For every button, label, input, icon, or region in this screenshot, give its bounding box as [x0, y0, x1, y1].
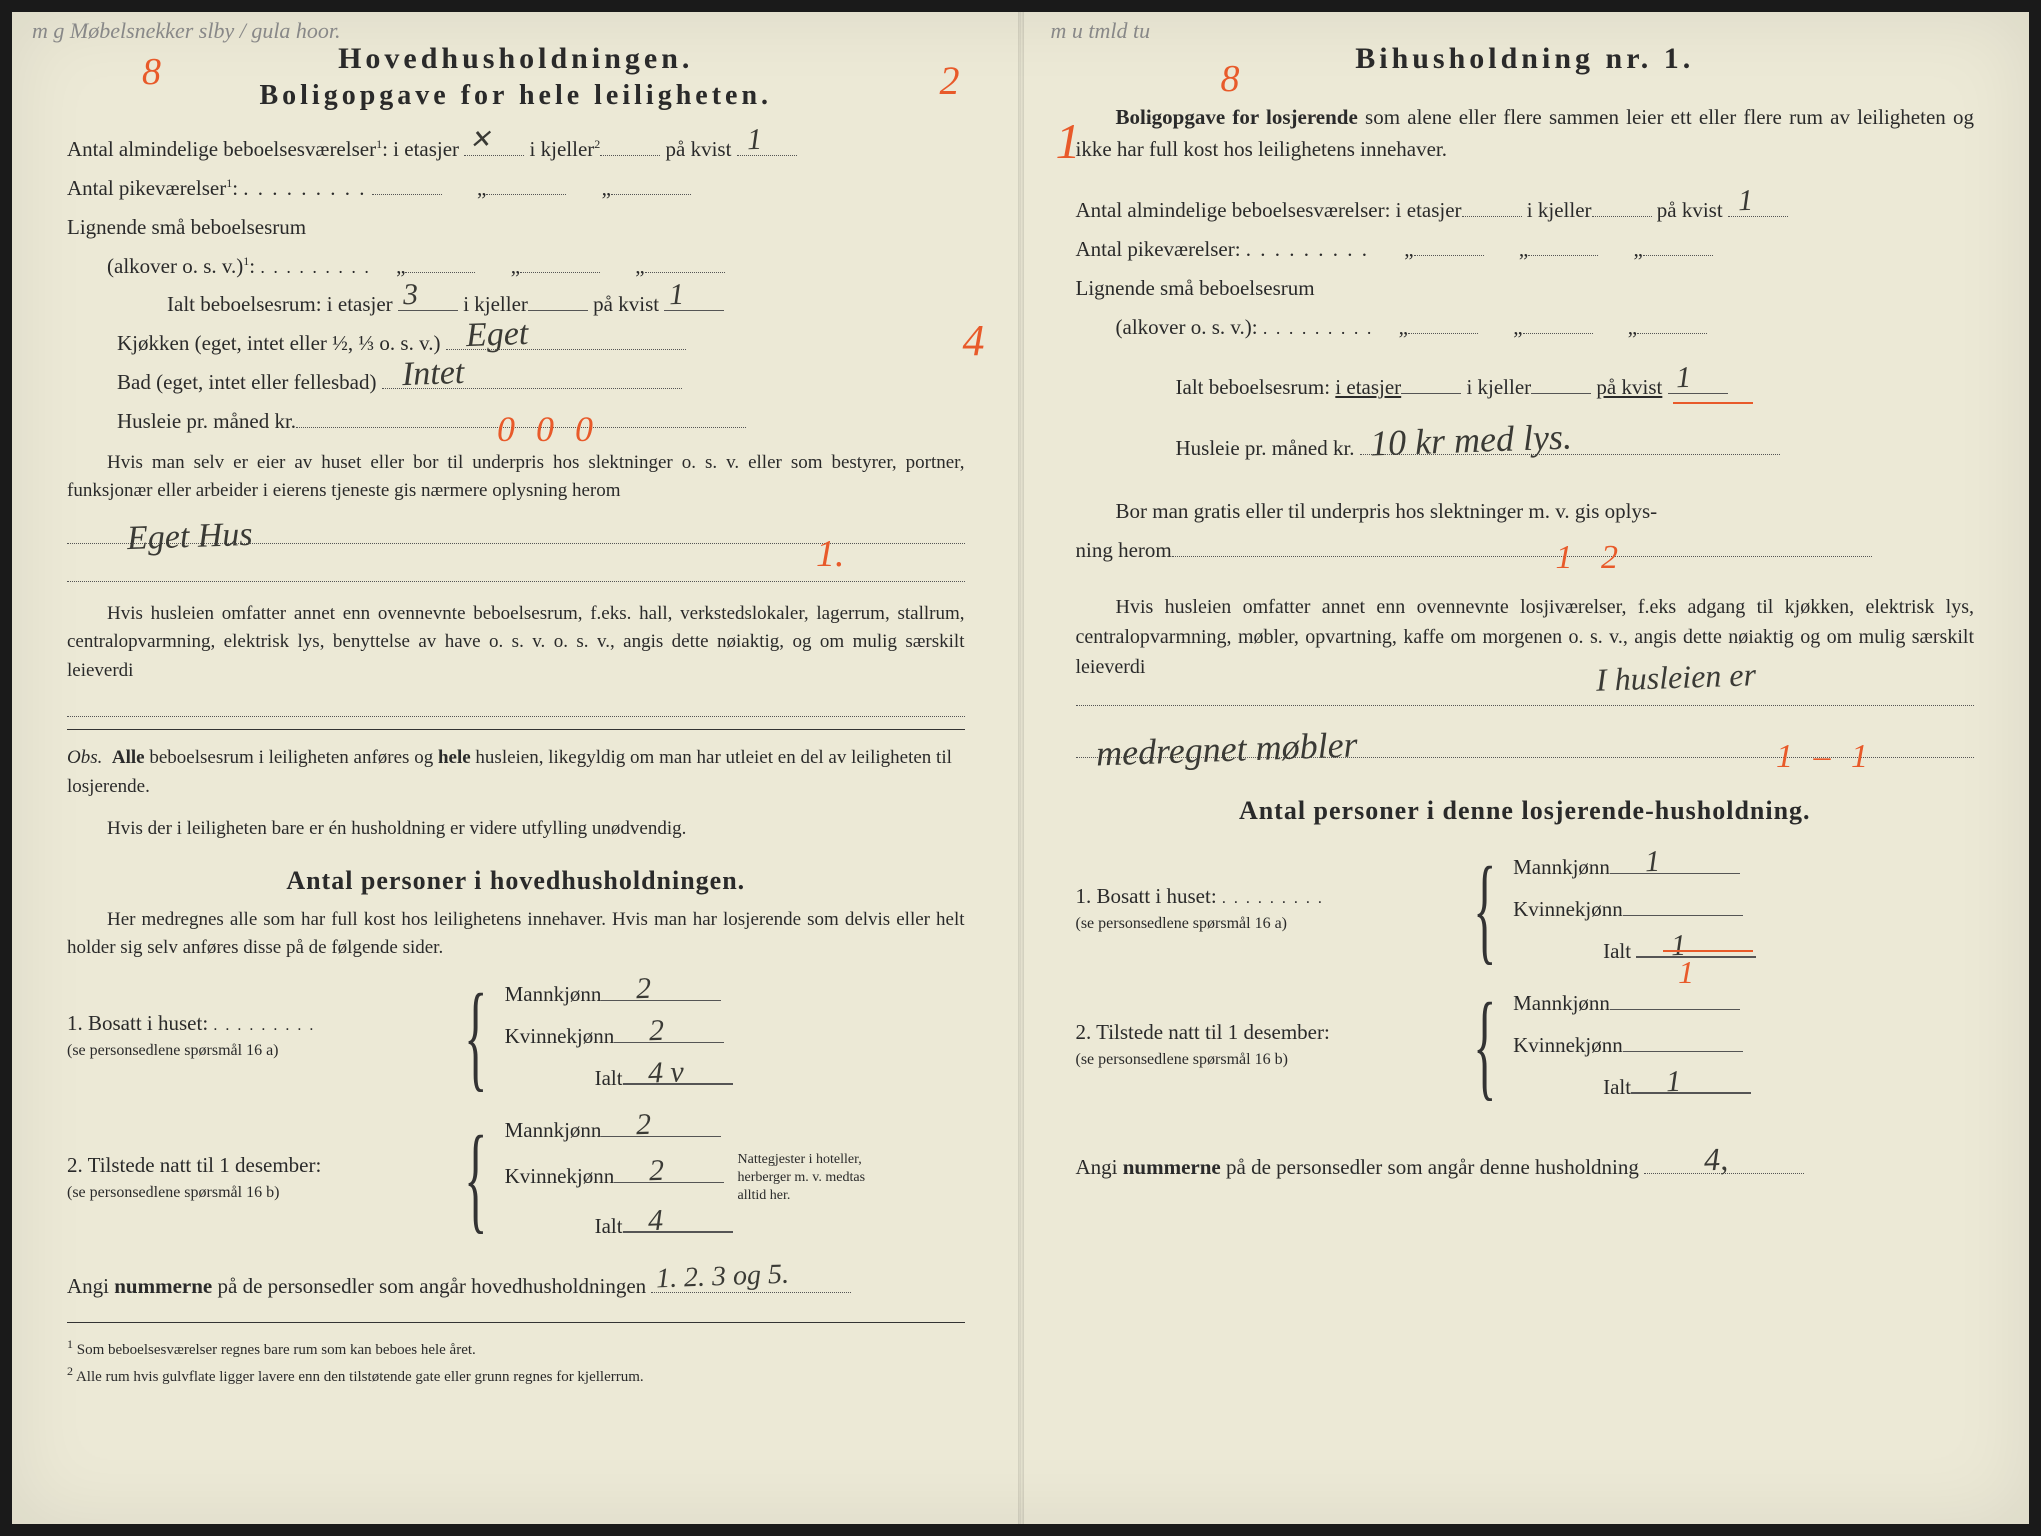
row-rent: Husleie pr. måned kr. 0 0 0 — [67, 402, 965, 441]
q1-group: 1. Bosatt i huset: (se personsedlene spø… — [1076, 846, 1975, 972]
gratis-paragraph: Bor man gratis eller til underpris hos s… — [1076, 492, 1975, 531]
left-page: m g Møbelsnekker slby / gula hoor. 8 2 H… — [12, 12, 1021, 1524]
angi-row: Angi nummerne på de personsedler som ang… — [1076, 1148, 1975, 1187]
right-page: m u tmld tu 8 1 Bihusholdning nr. 1. Bol… — [1021, 12, 2030, 1524]
red-mark: 2 — [940, 57, 960, 104]
red-mark: 8 — [142, 50, 161, 94]
persons-title: Antal personer i hovedhusholdningen. — [67, 866, 965, 896]
rent-detail-paragraph: Hvis husleien omfatter annet enn ovennev… — [1076, 592, 1975, 682]
obs-paragraph: Obs. Alle beboelsesrum i leiligheten anf… — [67, 744, 965, 801]
main-title: Hovedhusholdningen. — [67, 42, 965, 76]
persons-intro: Her medregnes alle som har full kost hos… — [67, 906, 965, 963]
row-kitchen: Kjøkken (eget, intet eller ½, ⅓ o. s. v.… — [67, 324, 965, 363]
pencil-annotation: m g Møbelsnekker slby / gula hoor. — [32, 18, 341, 44]
q1-group: 1. Bosatt i huset: (se personsedlene spø… — [67, 973, 965, 1099]
rent-detail-paragraph: Hvis husleien omfatter annet enn ovennev… — [67, 600, 965, 686]
q2-group: 2. Tilstede natt til 1 desember: (se per… — [1076, 982, 1975, 1108]
row-alkover: Lignende små beboelsesrum (alkover o. s.… — [1076, 269, 1975, 347]
owner-fill: Eget Hus 1. — [67, 514, 965, 554]
red-mark: 8 — [1221, 57, 1240, 101]
page-fold — [1018, 12, 1024, 1524]
angi-row: Angi nummerne på de personsedler som ang… — [67, 1267, 965, 1306]
persons-title: Antal personer i denne losjerende-hushol… — [1076, 796, 1975, 826]
q2-group: 2. Tilstede natt til 1 desember: (se per… — [67, 1109, 965, 1248]
census-form: m g Møbelsnekker slby / gula hoor. 8 2 H… — [12, 12, 2029, 1524]
row-ialt: Ialt beboelsesrum: i etasjer i kjeller p… — [1076, 368, 1975, 407]
row-rooms: Antal almindelige beboelsesværelser: i e… — [1076, 191, 1975, 230]
row-rent: Husleie pr. måned kr. 10 kr med lys. — [1076, 429, 1975, 468]
row-pikevaerelser: Antal pikeværelser1: „ „ — [67, 169, 965, 208]
intro-paragraph: Boligopgave for losjerende som alene ell… — [1076, 102, 1975, 165]
red-mark: 1 — [1056, 112, 1081, 170]
obs2-paragraph: Hvis der i leiligheten bare er én hushol… — [67, 815, 965, 844]
sub-title: Boligopgave for hele leiligheten. — [67, 80, 965, 112]
footnotes: 1 Som beboelsesværelser regnes bare rum … — [67, 1335, 965, 1388]
row-rooms: Antal almindelige beboelsesværelser1: i … — [67, 130, 965, 169]
row-pikevaerelser: Antal pikeværelser: „ „ „ — [1076, 230, 1975, 269]
row-alkover: Lignende små beboelsesrum (alkover o. s.… — [67, 208, 965, 286]
main-title: Bihusholdning nr. 1. — [1076, 42, 1975, 76]
pencil-annotation: m u tmld tu — [1051, 18, 1151, 44]
